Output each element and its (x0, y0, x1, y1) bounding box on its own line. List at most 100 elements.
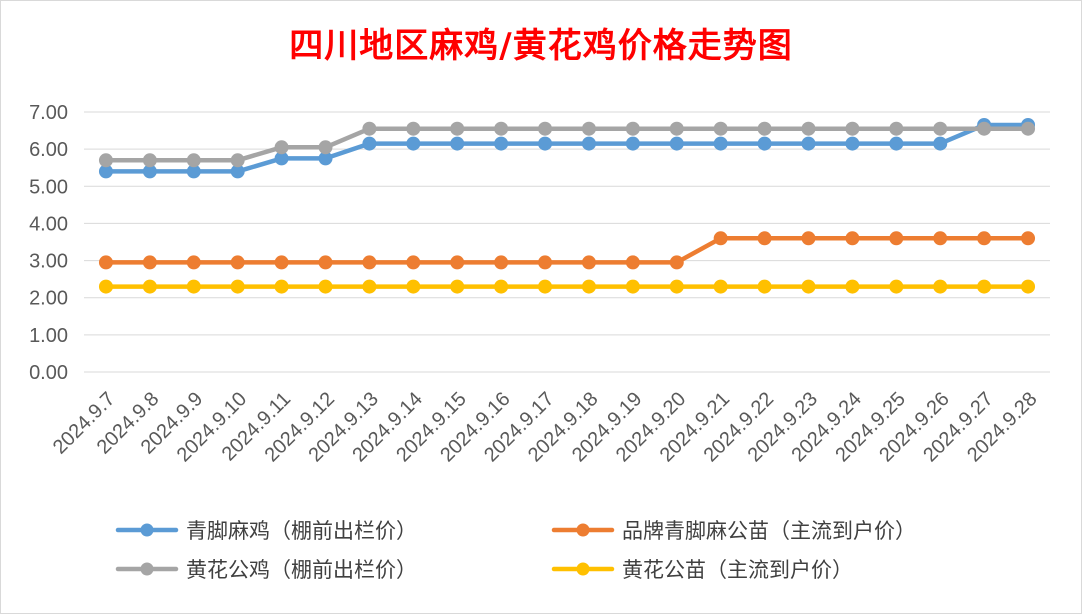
data-point (757, 136, 772, 151)
data-point (933, 136, 948, 151)
data-point (142, 279, 157, 294)
data-point (494, 279, 509, 294)
data-point (757, 231, 772, 246)
data-point (933, 231, 948, 246)
data-point (186, 255, 201, 270)
legend-marker (576, 523, 590, 537)
data-point (933, 279, 948, 294)
data-point (845, 121, 860, 136)
data-point (669, 255, 684, 270)
data-point (142, 255, 157, 270)
legend-marker (576, 562, 590, 576)
data-point (406, 279, 421, 294)
data-point (801, 279, 816, 294)
data-point (1021, 231, 1036, 246)
legend-marker (140, 523, 154, 537)
data-point (538, 121, 553, 136)
data-point (713, 231, 728, 246)
data-point (362, 136, 377, 151)
data-point (801, 136, 816, 151)
y-tick-label: 0.00 (29, 362, 68, 384)
legend-label: 青脚麻鸡（棚前出栏价） (186, 519, 417, 543)
data-point (450, 279, 465, 294)
series-line (103, 122, 1031, 174)
data-point (889, 231, 904, 246)
data-point (494, 121, 509, 136)
data-point (581, 136, 596, 151)
data-point (669, 136, 684, 151)
data-point (801, 231, 816, 246)
data-point (450, 136, 465, 151)
data-point (845, 231, 860, 246)
legend-label: 品牌青脚麻公苗（主流到户价） (622, 519, 916, 543)
data-point (406, 121, 421, 136)
data-point (230, 255, 245, 270)
y-tick-label: 3.00 (29, 251, 68, 273)
data-point (669, 279, 684, 294)
series-line (103, 236, 1031, 265)
data-point (625, 136, 640, 151)
data-point (98, 153, 113, 168)
data-point (494, 255, 509, 270)
data-point (713, 121, 728, 136)
data-point (538, 279, 553, 294)
data-point (669, 121, 684, 136)
data-point (186, 279, 201, 294)
data-point (757, 121, 772, 136)
data-point (977, 121, 992, 136)
data-point (362, 279, 377, 294)
data-point (625, 255, 640, 270)
chart-title: 四川地区麻鸡/黄花鸡价格走势图 (289, 26, 793, 66)
series-line (103, 126, 1031, 163)
data-point (889, 121, 904, 136)
data-point (845, 279, 860, 294)
data-point (230, 279, 245, 294)
data-point (581, 121, 596, 136)
data-point (625, 279, 640, 294)
legend-marker (140, 562, 154, 576)
data-point (494, 136, 509, 151)
data-point (274, 255, 289, 270)
y-tick-label: 2.00 (29, 288, 68, 310)
data-point (581, 279, 596, 294)
y-tick-label: 4.00 (29, 213, 68, 235)
data-point (230, 153, 245, 168)
data-point (538, 255, 553, 270)
data-point (186, 153, 201, 168)
data-point (889, 136, 904, 151)
data-point (1021, 121, 1036, 136)
legend-label: 黄花公苗（主流到户价） (622, 558, 853, 582)
data-point (757, 279, 772, 294)
y-tick-label: 7.00 (29, 102, 68, 124)
data-point (318, 255, 333, 270)
y-tick-label: 1.00 (29, 325, 68, 347)
data-point (362, 255, 377, 270)
data-point (406, 136, 421, 151)
data-point (713, 279, 728, 294)
data-point (889, 279, 904, 294)
data-point (362, 121, 377, 136)
data-point (581, 255, 596, 270)
legend-label: 黄花公鸡（棚前出栏价） (186, 558, 417, 582)
data-point (977, 279, 992, 294)
data-point (318, 279, 333, 294)
data-point (713, 136, 728, 151)
data-point (406, 255, 421, 270)
data-point (450, 121, 465, 136)
data-point (1021, 279, 1036, 294)
y-tick-label: 6.00 (29, 139, 68, 161)
data-point (98, 255, 113, 270)
data-point (450, 255, 465, 270)
data-point (538, 136, 553, 151)
data-point (318, 140, 333, 155)
data-point (274, 279, 289, 294)
data-point (801, 121, 816, 136)
data-point (977, 231, 992, 246)
data-point (845, 136, 860, 151)
data-point (625, 121, 640, 136)
data-point (933, 121, 948, 136)
data-point (98, 279, 113, 294)
data-point (142, 153, 157, 168)
